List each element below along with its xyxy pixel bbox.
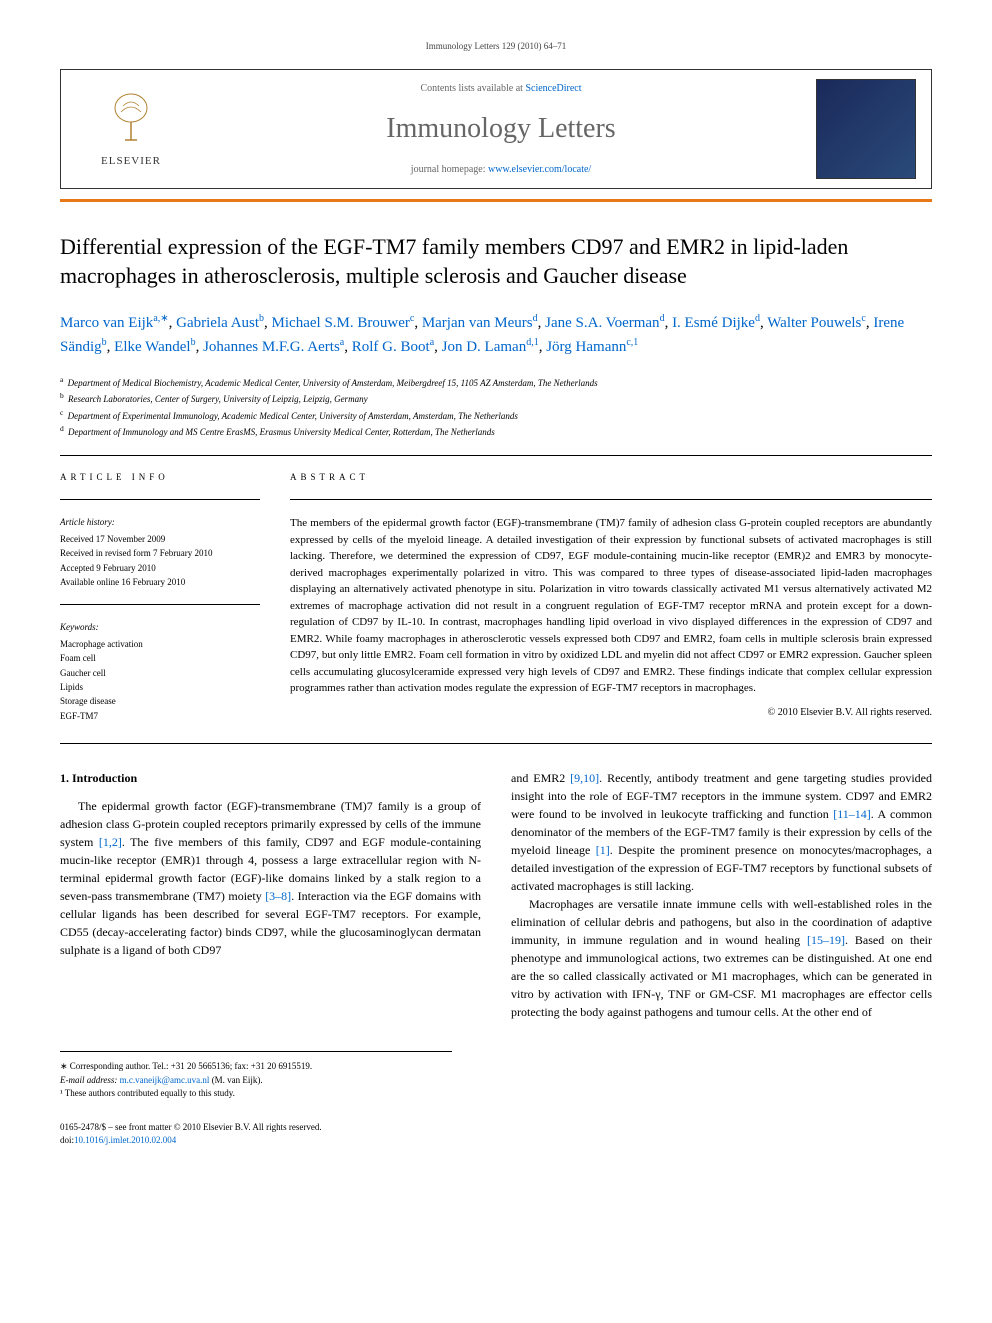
history-label: Article history:	[60, 515, 260, 529]
corresponding-author: ∗ Corresponding author. Tel.: +31 20 566…	[60, 1060, 452, 1074]
author-affil-sup: a,∗	[153, 313, 168, 324]
homepage-line: journal homepage: www.elsevier.com/locat…	[186, 162, 816, 177]
journal-banner: ELSEVIER Contents lists available at Sci…	[60, 69, 932, 189]
left-column: 1. Introduction The epidermal growth fac…	[60, 769, 481, 1021]
author-affil-sup: d,1	[526, 337, 539, 348]
abstract-text: The members of the epidermal growth fact…	[290, 515, 932, 697]
page-footer: 0165-2478/$ – see front matter © 2010 El…	[60, 1121, 932, 1148]
journal-name: Immunology Letters	[186, 108, 816, 150]
keywords-label: Keywords:	[60, 620, 260, 634]
author-affil-sup: c	[410, 313, 414, 324]
author-affil-sup: d	[660, 313, 665, 324]
publisher-name: ELSEVIER	[76, 153, 186, 170]
homepage-link[interactable]: www.elsevier.com/locate/	[488, 164, 591, 175]
citation-link[interactable]: [15–19]	[807, 933, 845, 947]
body-divider	[60, 743, 932, 744]
body-columns: 1. Introduction The epidermal growth fac…	[60, 769, 932, 1021]
author-link[interactable]: Marco van Eijk	[60, 315, 153, 331]
history-line: Accepted 9 February 2010	[60, 561, 260, 575]
abstract-divider	[290, 499, 932, 500]
right-column: and EMR2 [9,10]. Recently, antibody trea…	[511, 769, 932, 1021]
intro-para-2: Macrophages are versatile innate immune …	[511, 895, 932, 1021]
author-affil-sup: b	[102, 337, 107, 348]
keyword: EGF-TM7	[60, 709, 260, 723]
abstract-block: ABSTRACT The members of the epidermal gr…	[290, 471, 932, 723]
keyword: Storage disease	[60, 694, 260, 708]
author-link[interactable]: Michael S.M. Brouwer	[272, 315, 410, 331]
citation-link[interactable]: [3–8]	[265, 889, 291, 903]
article-history: Article history: Received 17 November 20…	[60, 515, 260, 589]
author-list: Marco van Eijka,∗, Gabriela Austb, Micha…	[60, 311, 932, 359]
doi-link[interactable]: 10.1016/j.imlet.2010.02.004	[74, 1135, 176, 1145]
issn-line: 0165-2478/$ – see front matter © 2010 El…	[60, 1121, 932, 1135]
email-link[interactable]: m.c.vaneijk@amc.uva.nl	[120, 1075, 210, 1085]
info-divider-2	[60, 604, 260, 605]
intro-para-1-cont: and EMR2 [9,10]. Recently, antibody trea…	[511, 769, 932, 895]
orange-divider	[60, 199, 932, 202]
author-link[interactable]: Johannes M.F.G. Aerts	[203, 339, 340, 355]
keyword: Gaucher cell	[60, 666, 260, 680]
citation-link[interactable]: [9,10]	[570, 771, 599, 785]
history-line: Received in revised form 7 February 2010	[60, 546, 260, 560]
contents-prefix: Contents lists available at	[420, 83, 525, 94]
abstract-heading: ABSTRACT	[290, 471, 932, 485]
article-title: Differential expression of the EGF-TM7 f…	[60, 232, 932, 291]
author-link[interactable]: Jörg Hamann	[546, 339, 626, 355]
affiliation-line: a Department of Medical Biochemistry, Ac…	[60, 374, 932, 391]
page-header-citation: Immunology Letters 129 (2010) 64–71	[60, 40, 932, 54]
keyword: Macrophage activation	[60, 637, 260, 651]
article-info-heading: ARTICLE INFO	[60, 471, 260, 485]
history-line: Available online 16 February 2010	[60, 575, 260, 589]
affiliations: a Department of Medical Biochemistry, Ac…	[60, 374, 932, 440]
elsevier-tree-icon	[101, 88, 161, 148]
email-suffix: (M. van Eijk).	[209, 1075, 262, 1085]
contents-line: Contents lists available at ScienceDirec…	[186, 81, 816, 96]
banner-center: Contents lists available at ScienceDirec…	[186, 81, 816, 177]
author-link[interactable]: I. Esmé Dijke	[672, 315, 755, 331]
author-affil-sup: c,1	[626, 337, 638, 348]
author-link[interactable]: Walter Pouwels	[767, 315, 861, 331]
author-affil-sup: b	[259, 313, 264, 324]
email-line: E-mail address: m.c.vaneijk@amc.uva.nl (…	[60, 1074, 452, 1088]
article-info-block: ARTICLE INFO Article history: Received 1…	[60, 471, 260, 723]
affiliation-line: d Department of Immunology and MS Centre…	[60, 423, 932, 440]
meta-section: ARTICLE INFO Article history: Received 1…	[60, 471, 932, 723]
keywords-block: Keywords: Macrophage activationFoam cell…	[60, 620, 260, 723]
info-divider	[60, 499, 260, 500]
section-divider	[60, 455, 932, 456]
intro-heading: 1. Introduction	[60, 769, 481, 787]
history-line: Received 17 November 2009	[60, 532, 260, 546]
author-affil-sup: b	[191, 337, 196, 348]
author-affil-sup: a	[340, 337, 344, 348]
author-link[interactable]: Rolf G. Boot	[352, 339, 430, 355]
footnotes: ∗ Corresponding author. Tel.: +31 20 566…	[60, 1051, 452, 1101]
affiliation-line: b Research Laboratories, Center of Surge…	[60, 390, 932, 407]
author-affil-sup: d	[533, 313, 538, 324]
sciencedirect-link[interactable]: ScienceDirect	[525, 83, 581, 94]
keyword: Foam cell	[60, 651, 260, 665]
email-label: E-mail address:	[60, 1075, 120, 1085]
author-link[interactable]: Jon D. Laman	[442, 339, 527, 355]
author-affil-sup: d	[755, 313, 760, 324]
keyword: Lipids	[60, 680, 260, 694]
abstract-copyright: © 2010 Elsevier B.V. All rights reserved…	[290, 705, 932, 720]
author-link[interactable]: Jane S.A. Voerman	[545, 315, 659, 331]
author-link[interactable]: Marjan van Meurs	[422, 315, 533, 331]
publisher-block: ELSEVIER	[76, 88, 186, 170]
intro-para-1: The epidermal growth factor (EGF)-transm…	[60, 797, 481, 959]
equal-contribution: ¹ These authors contributed equally to t…	[60, 1087, 452, 1101]
citation-link[interactable]: [1]	[596, 843, 610, 857]
doi-label: doi:	[60, 1135, 74, 1145]
author-affil-sup: c	[861, 313, 865, 324]
journal-cover-thumbnail	[816, 79, 916, 179]
author-link[interactable]: Elke Wandel	[114, 339, 190, 355]
affiliation-line: c Department of Experimental Immunology,…	[60, 407, 932, 424]
homepage-prefix: journal homepage:	[411, 164, 488, 175]
citation-link[interactable]: [11–14]	[833, 807, 871, 821]
author-affil-sup: a	[430, 337, 434, 348]
doi-line: doi:10.1016/j.imlet.2010.02.004	[60, 1134, 932, 1148]
author-link[interactable]: Gabriela Aust	[176, 315, 259, 331]
citation-link[interactable]: [1,2]	[99, 835, 122, 849]
